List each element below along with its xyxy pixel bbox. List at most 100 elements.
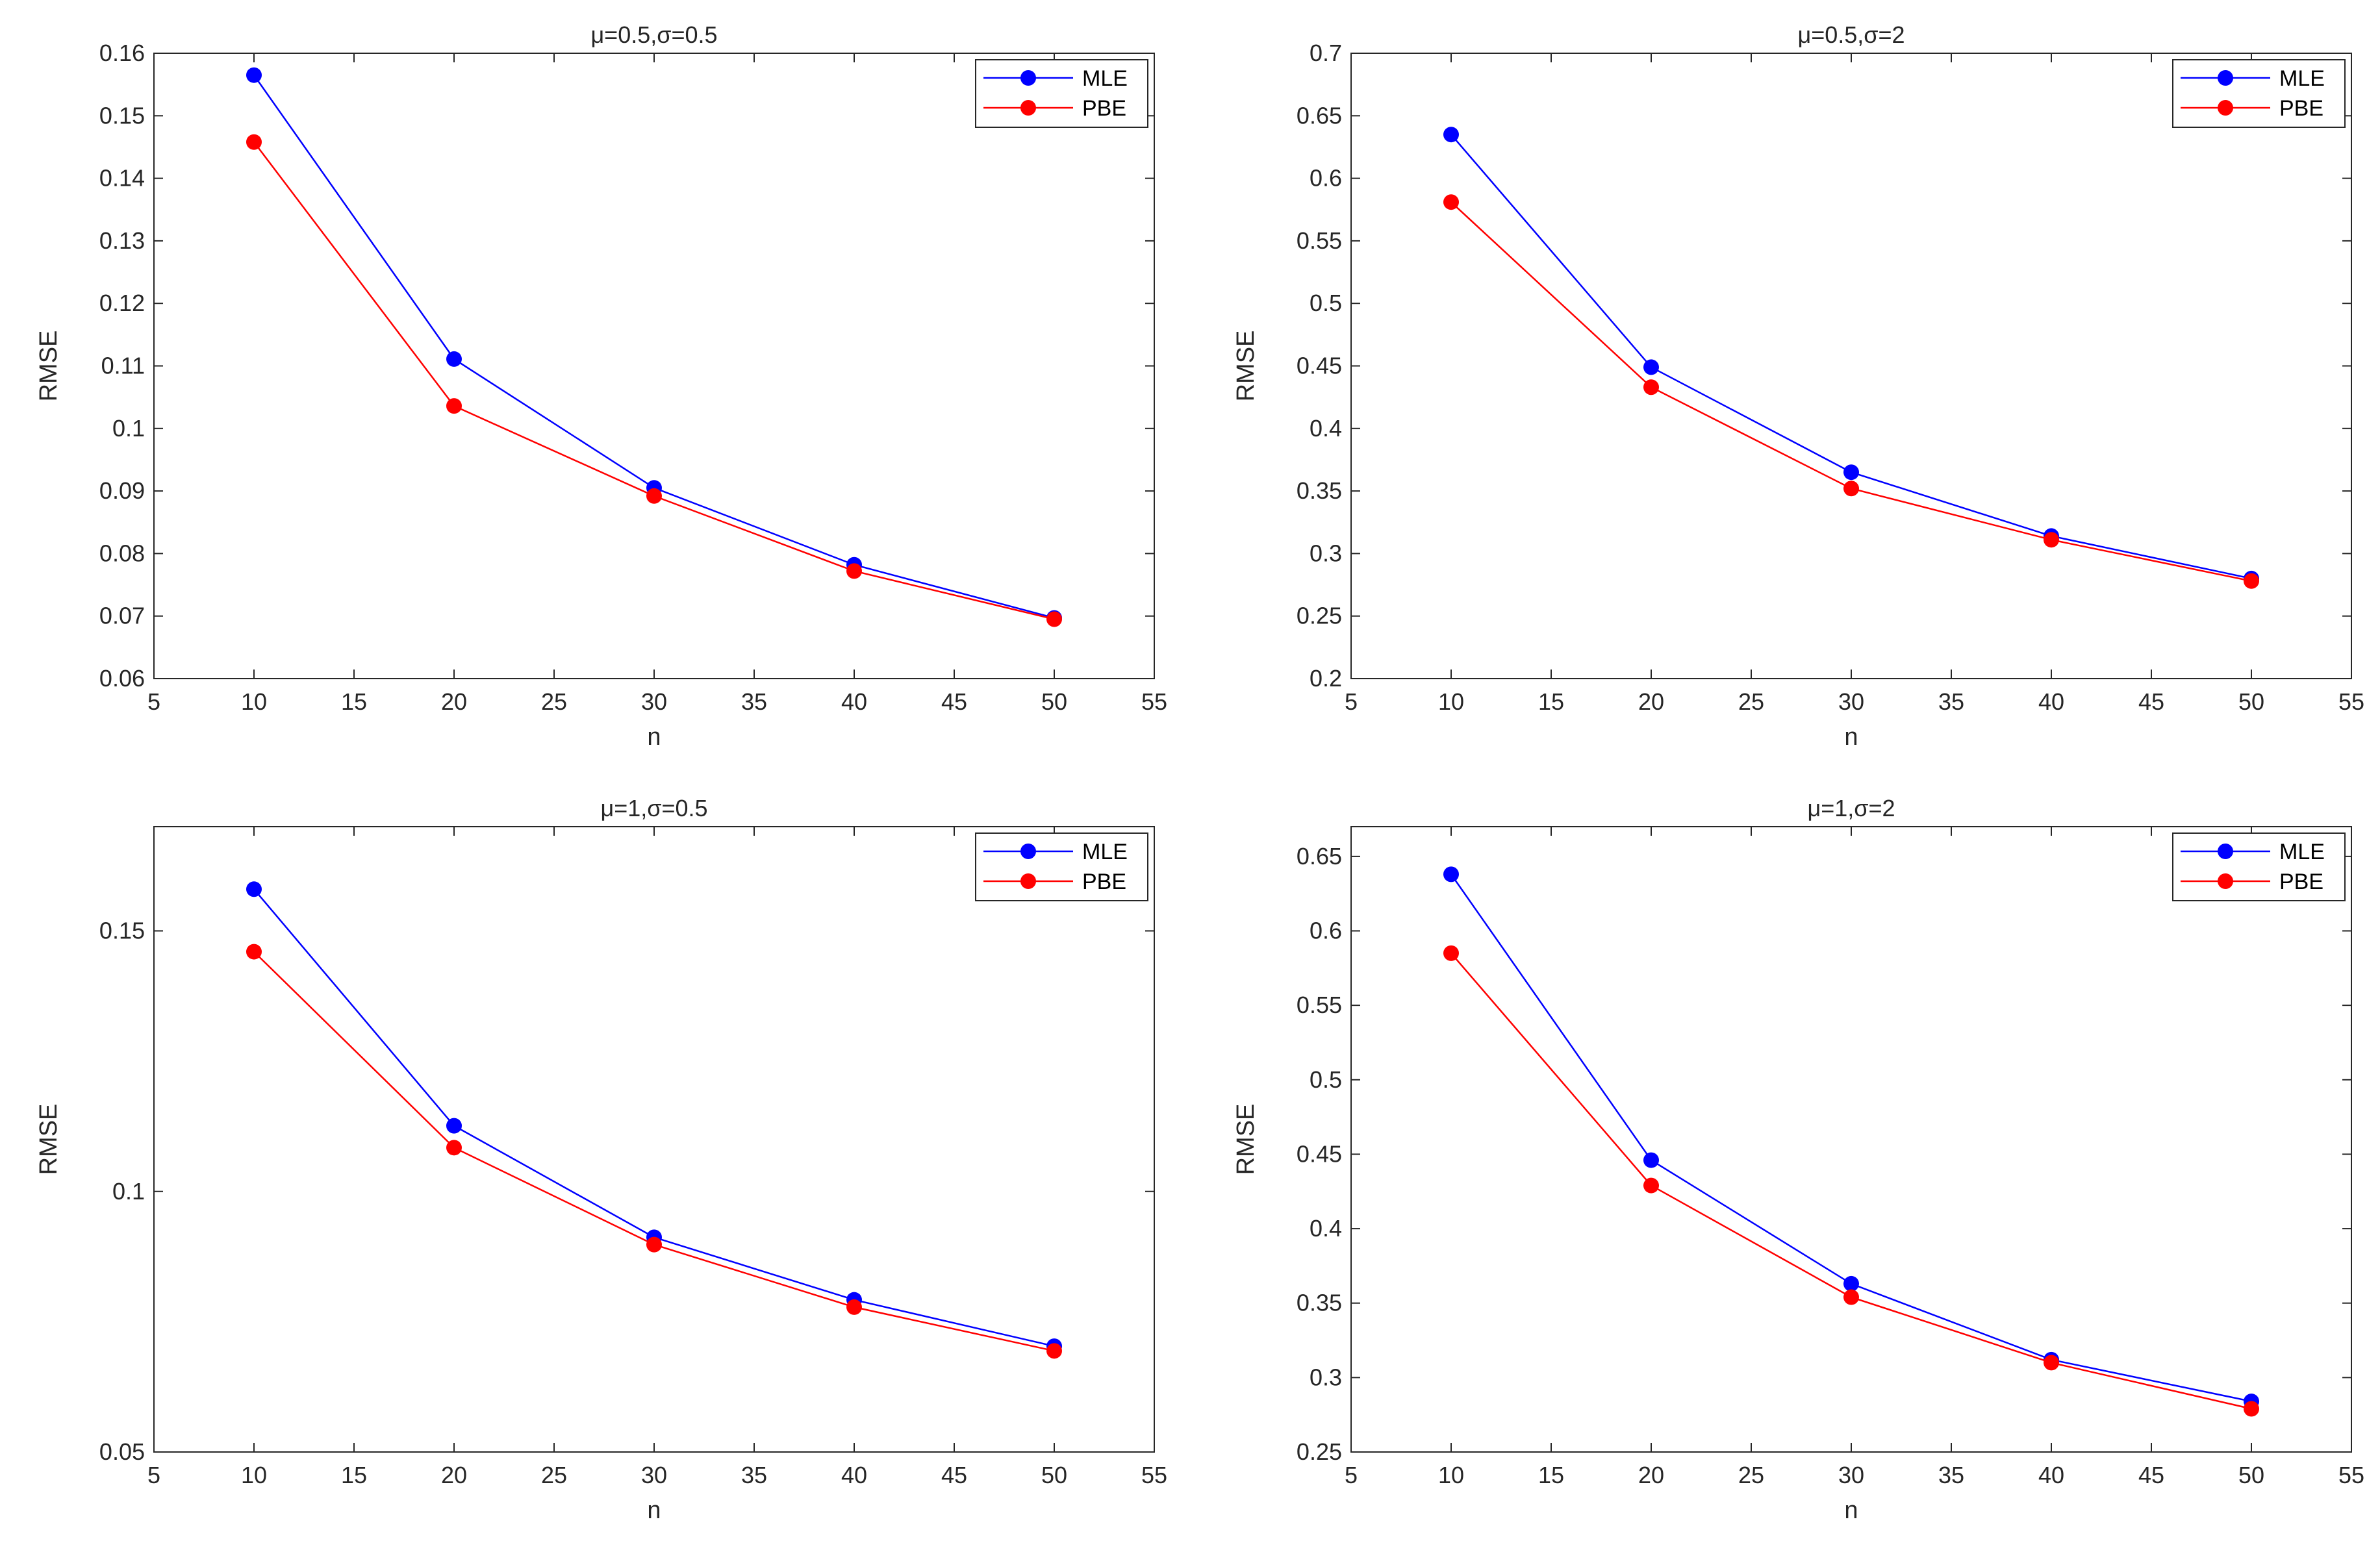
x-tick-label: 25 (1738, 688, 1764, 715)
y-tick-label: 0.1 (112, 415, 145, 442)
y-tick-label: 0.25 (1297, 1438, 1342, 1465)
chart-title: μ=0.5,σ=2 (1797, 21, 1905, 48)
y-tick-label: 0.13 (99, 227, 145, 254)
x-axis-label: n (647, 1497, 661, 1524)
data-point-pbe (1643, 379, 1659, 395)
y-tick-label: 0.12 (99, 290, 145, 316)
x-tick-label: 10 (1438, 1462, 1464, 1488)
data-point-pbe (1443, 194, 1459, 210)
data-point-pbe (2244, 573, 2259, 589)
x-tick-label: 15 (1538, 688, 1564, 715)
x-tick-label: 10 (1438, 688, 1464, 715)
legend-box (2172, 59, 2346, 128)
legend-marker-pbe (2218, 100, 2233, 116)
x-tick-label: 50 (1041, 1462, 1067, 1488)
y-tick-label: 0.6 (1310, 918, 1342, 944)
data-point-mle (1443, 127, 1459, 143)
x-tick-label: 35 (1938, 1462, 1964, 1488)
legend-marker-pbe (2218, 873, 2233, 889)
data-point-pbe (446, 398, 462, 414)
legend-label-pbe: PBE (2279, 870, 2323, 894)
y-tick-label: 0.65 (1297, 843, 1342, 870)
data-point-pbe (2044, 532, 2059, 548)
y-axis-label: RMSE (1232, 1104, 1260, 1175)
plot-area-box (153, 826, 1155, 1453)
chart-title: μ=1,σ=0.5 (600, 795, 707, 821)
data-point-mle (1843, 1275, 1859, 1292)
data-point-pbe (1643, 1177, 1659, 1194)
y-axis-label: RMSE (35, 331, 62, 402)
legend-marker-pbe (1020, 873, 1036, 889)
x-tick-label: 5 (1345, 688, 1358, 715)
legend-marker-pbe (1020, 100, 1036, 116)
data-point-mle (446, 1118, 462, 1134)
x-tick-label: 55 (1141, 1462, 1167, 1488)
x-tick-label: 45 (941, 688, 967, 715)
x-tick-label: 15 (341, 1462, 367, 1488)
data-point-pbe (246, 134, 262, 150)
data-point-mle (1643, 1152, 1659, 1168)
x-tick-label: 35 (741, 688, 767, 715)
y-tick-label: 0.25 (1297, 603, 1342, 629)
legend-box (975, 832, 1148, 901)
legend-label-pbe: PBE (1082, 870, 1126, 894)
x-tick-label: 25 (541, 688, 567, 715)
y-tick-label: 0.45 (1297, 353, 1342, 379)
legend-marker-mle (2218, 844, 2233, 859)
y-tick-label: 0.35 (1297, 1290, 1342, 1316)
x-tick-label: 40 (2038, 688, 2064, 715)
subplot-mu-1-sigma-0.5: 5 10 15 20 25 30 35 40 45 50 55 0.05 0.1 0.15 μ=1,σ=0.… (35, 795, 1167, 1524)
legend-marker-mle (1020, 70, 1036, 86)
legend-label-pbe: PBE (1082, 96, 1126, 121)
y-tick-label: 0.4 (1310, 1215, 1342, 1242)
x-tick-label: 10 (241, 688, 267, 715)
x-tick-label: 20 (441, 688, 467, 715)
y-tick-label: 0.55 (1297, 992, 1342, 1018)
x-tick-label: 25 (541, 1462, 567, 1488)
data-point-pbe (2044, 1355, 2059, 1371)
chart-title: μ=0.5,σ=0.5 (590, 21, 717, 48)
data-point-mle (246, 881, 262, 897)
x-tick-label: 10 (241, 1462, 267, 1488)
x-tick-label: 25 (1738, 1462, 1764, 1488)
y-tick-label: 0.16 (99, 40, 145, 66)
data-point-pbe (846, 1299, 862, 1315)
x-tick-label: 20 (1638, 688, 1664, 715)
x-tick-label: 45 (2138, 688, 2164, 715)
y-axis-label: RMSE (35, 1104, 62, 1175)
data-point-pbe (1443, 945, 1459, 961)
plot-area-box (153, 53, 1155, 679)
y-tick-label: 0.14 (99, 165, 145, 192)
legend-label-mle: MLE (2279, 840, 2325, 864)
data-point-pbe (1046, 611, 1062, 627)
x-tick-label: 5 (147, 688, 160, 715)
x-tick-label: 20 (1638, 1462, 1664, 1488)
plot-area-box (1350, 53, 2352, 679)
legend-box (2172, 832, 2346, 901)
chart-title: μ=1,σ=2 (1807, 795, 1895, 821)
x-tick-label: 30 (1838, 1462, 1864, 1488)
x-tick-label: 35 (1938, 688, 1964, 715)
y-tick-label: 0.5 (1310, 290, 1342, 316)
data-point-pbe (1843, 481, 1859, 497)
x-axis-label: n (1844, 1497, 1858, 1524)
x-tick-label: 40 (2038, 1462, 2064, 1488)
x-tick-label: 55 (2338, 688, 2364, 715)
y-tick-label: 0.07 (99, 603, 145, 629)
legend-marker-mle (1020, 844, 1036, 859)
y-tick-label: 0.5 (1310, 1066, 1342, 1093)
legend-box (975, 59, 1148, 128)
x-axis-label: n (647, 723, 661, 751)
x-tick-label: 5 (1345, 1462, 1358, 1488)
data-point-mle (1643, 359, 1659, 375)
x-tick-label: 15 (1538, 1462, 1564, 1488)
y-tick-label: 0.45 (1297, 1140, 1342, 1167)
x-tick-label: 50 (1041, 688, 1067, 715)
plot-area-box (1350, 826, 2352, 1453)
x-tick-label: 30 (641, 688, 667, 715)
legend-label-mle: MLE (1082, 840, 1128, 864)
y-tick-label: 0.6 (1310, 165, 1342, 192)
y-tick-label: 0.15 (99, 918, 145, 944)
x-tick-label: 20 (441, 1462, 467, 1488)
